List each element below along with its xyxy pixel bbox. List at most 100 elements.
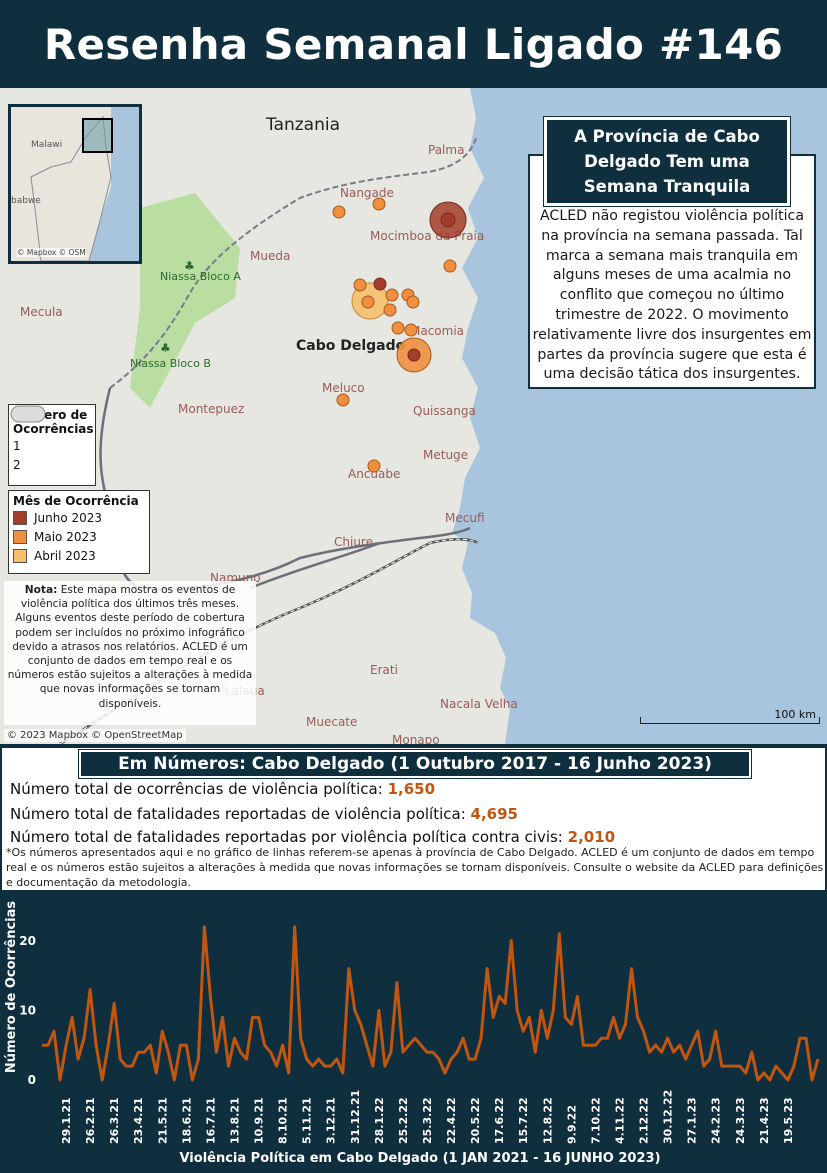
map[interactable]: Tanzania Palma Nangade Mocimboa da Praia… <box>0 88 827 744</box>
stat-fatalities: Número total de fatalidades reportadas d… <box>10 805 518 823</box>
label-mecula: Mecula <box>20 305 63 319</box>
label-muecate: Muecate <box>306 715 357 729</box>
legend-month-item-april: Abril 2023 <box>9 546 149 565</box>
scale-label: 100 km <box>774 708 816 721</box>
x-tick-label: 2.12.22 <box>638 1097 651 1144</box>
y-tick-label: 10 <box>19 1003 36 1017</box>
label-mecufi: Mecufi <box>445 511 485 525</box>
y-tick-label: 0 <box>28 1073 36 1087</box>
x-tick-label: 5.11.21 <box>301 1097 314 1144</box>
series-path <box>42 925 820 1082</box>
label-cabo-delgado: Cabo Delgado <box>296 338 406 354</box>
x-tick-label: 15.7.22 <box>517 1097 530 1144</box>
x-tick-label: 13.8.21 <box>229 1097 242 1144</box>
x-tick-label: 7.10.22 <box>589 1097 602 1144</box>
x-tick-label: 29.1.21 <box>60 1097 73 1144</box>
legend-month-item-june: Junho 2023 <box>9 508 149 527</box>
x-tick-label: 25.2.22 <box>397 1097 410 1144</box>
y-axis-label: Número de Ocorrências <box>4 901 19 1074</box>
label-tanzania: Tanzania <box>265 115 340 135</box>
province-border-south <box>249 541 381 590</box>
event-marker <box>383 303 397 317</box>
x-tick-label: 23.4.21 <box>132 1097 145 1144</box>
numbers-footnote: *Os números apresentados aqui e no gráfi… <box>6 846 824 889</box>
x-tick-label: 22.4.22 <box>445 1097 458 1144</box>
x-tick-label: 30.12.22 <box>662 1090 675 1144</box>
inset-label-malawi: Malawi <box>31 140 62 150</box>
x-tick-label: 12.8.22 <box>541 1097 554 1144</box>
x-tick-label: 10.9.21 <box>253 1097 266 1144</box>
legend-month-title: Mês de Ocorrência <box>13 494 139 508</box>
x-axis-label: Violência Política em Cabo Delgado (1 JA… <box>179 1151 660 1166</box>
label-nacala: Nacala Velha <box>440 697 518 711</box>
road <box>59 538 479 744</box>
x-tick-label: 27.1.23 <box>686 1097 699 1144</box>
legend-swatch <box>13 548 27 563</box>
label-montepuez: Montepuez <box>178 402 244 416</box>
event-marker <box>332 205 346 219</box>
stat-events-value: 1,650 <box>387 780 436 798</box>
event-marker <box>353 278 367 292</box>
legend-month-label: Abril 2023 <box>34 548 96 563</box>
label-palma: Palma <box>428 143 464 157</box>
label-macomia: Macomia <box>410 324 464 338</box>
event-marker <box>367 459 381 473</box>
legend-month: Mês de Ocorrência Junho 2023 Maio 2023 A… <box>8 490 150 574</box>
stat-civilian-label: Número total de fatalidades reportadas p… <box>10 828 563 846</box>
x-tick-label: 24.3.23 <box>734 1097 747 1144</box>
event-marker <box>391 321 405 335</box>
map-note: Nota: Este mapa mostra os eventos de vio… <box>4 581 256 725</box>
tree-icon-b: ♣ <box>160 341 171 355</box>
event-marker <box>336 393 350 407</box>
event-marker <box>404 323 418 337</box>
numbers-panel: Em Números: Cabo Delgado (1 Outubro 2017… <box>0 746 827 892</box>
y-tick-label: 20 <box>19 934 36 948</box>
label-metuge: Metuge <box>423 448 468 462</box>
stat-fatalities-label: Número total de fatalidades reportadas d… <box>10 805 466 823</box>
legend-swatch <box>13 510 27 525</box>
label-ancuabe: Ancuabe <box>348 467 400 481</box>
legend-month-item-may: Maio 2023 <box>9 527 149 546</box>
event-marker <box>373 277 387 291</box>
y-ticks: 0 10 20 <box>19 934 36 1087</box>
legend-month-label: Junho 2023 <box>34 510 103 525</box>
event-marker <box>443 259 457 273</box>
event-marker <box>361 295 375 309</box>
legend-count-label: 2 <box>13 457 21 472</box>
label-monapo: Monapo <box>392 733 440 744</box>
x-tick-label: 28.1.22 <box>373 1097 386 1144</box>
page-title: Resenha Semanal Ligado #146 <box>43 20 784 69</box>
x-tick-label: 21.5.21 <box>156 1097 169 1144</box>
x-tick-label: 16.7.21 <box>204 1097 217 1144</box>
label-erati: Erati <box>370 663 398 677</box>
event-marker <box>385 288 399 302</box>
label-niassa-b: Niassa Bloco B <box>130 357 211 370</box>
x-tick-label: 8.10.21 <box>277 1097 290 1144</box>
callout-title: A Província de Cabo Delgado Tem uma Sema… <box>543 116 791 207</box>
legend-swatch <box>13 529 27 544</box>
legend-count: Número de Ocorrências 1 2 <box>8 404 96 486</box>
stat-events: Número total de ocorrências de violência… <box>10 780 435 798</box>
numbers-title: Em Números: Cabo Delgado (1 Outubro 2017… <box>78 749 752 779</box>
x-tick-label: 9.9.22 <box>565 1105 578 1144</box>
x-tick-label: 26.3.21 <box>108 1097 121 1144</box>
x-tick-label: 19.5.23 <box>782 1097 795 1144</box>
inset-highlight <box>82 118 113 153</box>
stat-fatalities-value: 4,695 <box>470 805 518 823</box>
series-line <box>42 925 820 1082</box>
x-tick-label: 3.12.21 <box>325 1097 338 1144</box>
label-nangade: Nangade <box>340 186 394 200</box>
scale-bar: 100 km <box>640 708 820 724</box>
inset-label-zimbabwe: babwe <box>11 196 41 206</box>
tree-icon-a: ♣ <box>184 259 195 273</box>
stat-events-label: Número total de ocorrências de violência… <box>10 780 383 798</box>
event-marker <box>406 295 420 309</box>
event-markers <box>332 197 467 473</box>
legend-count-label: 1 <box>13 438 21 453</box>
label-mueda: Mueda <box>250 249 290 263</box>
map-attribution[interactable]: © 2023 Mapbox © OpenStreetMap <box>4 729 186 742</box>
province-border <box>99 387 471 591</box>
x-tick-label: 18.6.21 <box>180 1097 193 1144</box>
x-tick-label: 17.6.22 <box>493 1097 506 1144</box>
country-border <box>109 137 477 389</box>
